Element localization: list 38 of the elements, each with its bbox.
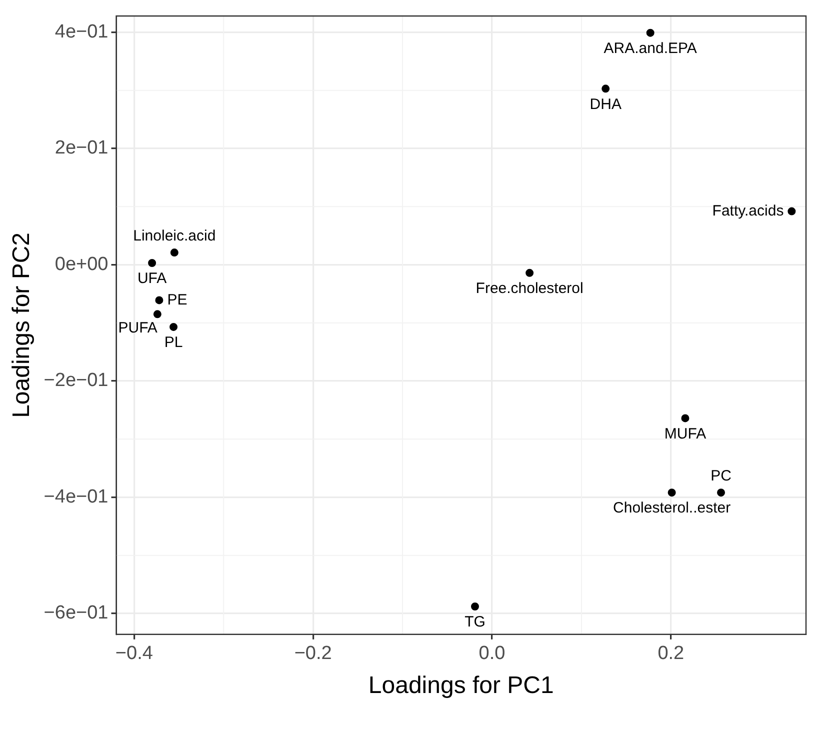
annotation: PL	[164, 334, 183, 352]
annotation: PE	[167, 291, 188, 308]
point	[681, 414, 690, 422]
x-tick-label: −0.4	[115, 643, 154, 664]
x-tick-label: −0.2	[294, 643, 332, 664]
point	[646, 28, 654, 37]
annotation: ARA.and.EPA	[604, 40, 697, 57]
point	[717, 488, 726, 497]
annotation: PUFA	[118, 319, 158, 336]
point	[602, 84, 610, 93]
point	[668, 488, 676, 497]
annotation: PC	[710, 468, 732, 485]
point	[155, 296, 164, 304]
y-tick-label: −6e−01	[44, 602, 108, 624]
y-tick-label: 4e−01	[54, 22, 108, 43]
y-tick-label: 2e−01	[54, 138, 108, 159]
point	[148, 259, 156, 268]
annotation: DHA	[590, 96, 622, 113]
x-tick-label: 0.2	[658, 643, 684, 664]
y-tick-label: −4e−01	[44, 486, 108, 508]
point	[153, 310, 162, 318]
point	[788, 207, 796, 216]
point	[470, 602, 479, 611]
annotation: Cholesterol..ester	[613, 500, 731, 517]
x-tick-label: 0.0	[478, 643, 506, 664]
point	[526, 268, 534, 277]
point	[170, 248, 178, 257]
annotation: UFA	[137, 270, 167, 288]
annotation: TG	[464, 614, 486, 631]
y-tick-label: 0e+00	[54, 254, 108, 275]
y-axis-title: Loadings for PC2	[8, 232, 36, 418]
annotation: Linoleic.acid	[133, 228, 216, 245]
x-axis-title: Loadings for PC1	[368, 672, 554, 700]
point	[170, 322, 178, 331]
y-tick-label: −2e−01	[44, 370, 108, 392]
annotation: Fatty.acids	[712, 202, 784, 220]
annotation: Free.cholesterol	[476, 280, 584, 298]
annotation: MUFA	[664, 425, 706, 442]
